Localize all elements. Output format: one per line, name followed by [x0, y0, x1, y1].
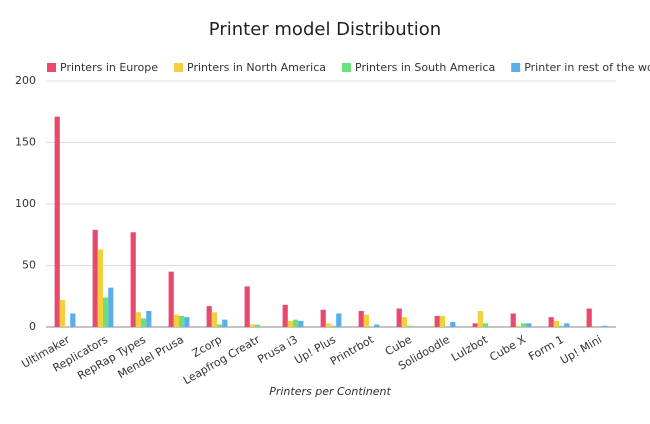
legend-label: Printers in North America	[187, 61, 326, 74]
bar	[249, 324, 255, 327]
bar	[97, 249, 103, 327]
bar	[325, 323, 331, 327]
bar	[298, 320, 304, 327]
bar	[521, 323, 527, 327]
bar	[287, 320, 293, 327]
x-tick-label: Prusa i3	[255, 333, 300, 366]
bar	[564, 323, 570, 327]
y-tick-label: 150	[15, 136, 36, 149]
bar	[320, 309, 326, 327]
bar	[407, 325, 413, 327]
bar	[211, 312, 217, 327]
x-tick-label: Up! Mini	[558, 333, 604, 367]
x-tick-label: Cube X	[487, 333, 528, 364]
bar	[103, 297, 109, 327]
x-tick-label: Printrbot	[328, 333, 377, 369]
bar	[477, 311, 483, 327]
chart-title: Printer model Distribution	[209, 19, 441, 40]
bar	[179, 315, 185, 327]
bar	[244, 286, 250, 327]
bar	[396, 308, 402, 327]
y-tick-label: 100	[15, 197, 36, 210]
bar	[130, 232, 136, 327]
bar	[472, 323, 478, 327]
bar	[434, 315, 440, 327]
bar	[336, 313, 342, 327]
bar	[54, 116, 60, 327]
bar	[483, 323, 489, 327]
y-tick-label: 0	[29, 320, 36, 333]
bar	[108, 287, 114, 327]
bar	[59, 299, 65, 327]
bar	[401, 317, 407, 327]
bar	[168, 271, 174, 327]
y-tick-label: 200	[15, 74, 36, 87]
bar	[217, 324, 223, 327]
legend-label: Printer in rest of the world	[524, 61, 650, 74]
x-tick-label: Lulzbot	[449, 333, 491, 364]
bar	[548, 317, 554, 327]
bar	[331, 325, 337, 327]
bar	[559, 325, 565, 327]
bar	[510, 313, 516, 327]
bar	[70, 313, 76, 327]
bar	[439, 315, 445, 327]
bar	[173, 314, 179, 327]
bar	[450, 322, 456, 327]
legend-swatch	[47, 63, 56, 72]
bar	[222, 319, 228, 327]
legend-label: Printers in Europe	[60, 61, 158, 74]
bar	[553, 320, 559, 327]
bar	[526, 323, 532, 327]
legend-label: Printers in South America	[355, 61, 495, 74]
bar	[135, 312, 141, 327]
bar	[602, 325, 608, 327]
bar	[146, 311, 152, 327]
bar	[363, 314, 369, 327]
bar	[184, 317, 190, 327]
bar	[358, 311, 364, 327]
x-axis-title: Printers per Continent	[269, 385, 391, 398]
bar	[515, 325, 521, 327]
bar	[586, 308, 592, 327]
bar	[141, 318, 147, 327]
bar	[206, 306, 212, 327]
y-tick-label: 50	[22, 259, 36, 272]
bar	[374, 324, 380, 327]
legend-swatch	[342, 63, 352, 72]
bar	[282, 304, 288, 327]
x-tick-label: Mendel Prusa	[115, 333, 186, 381]
bar	[293, 319, 299, 327]
legend-swatch	[511, 63, 521, 72]
bar	[255, 324, 261, 327]
bar	[92, 229, 98, 327]
legend-swatch	[174, 63, 184, 72]
